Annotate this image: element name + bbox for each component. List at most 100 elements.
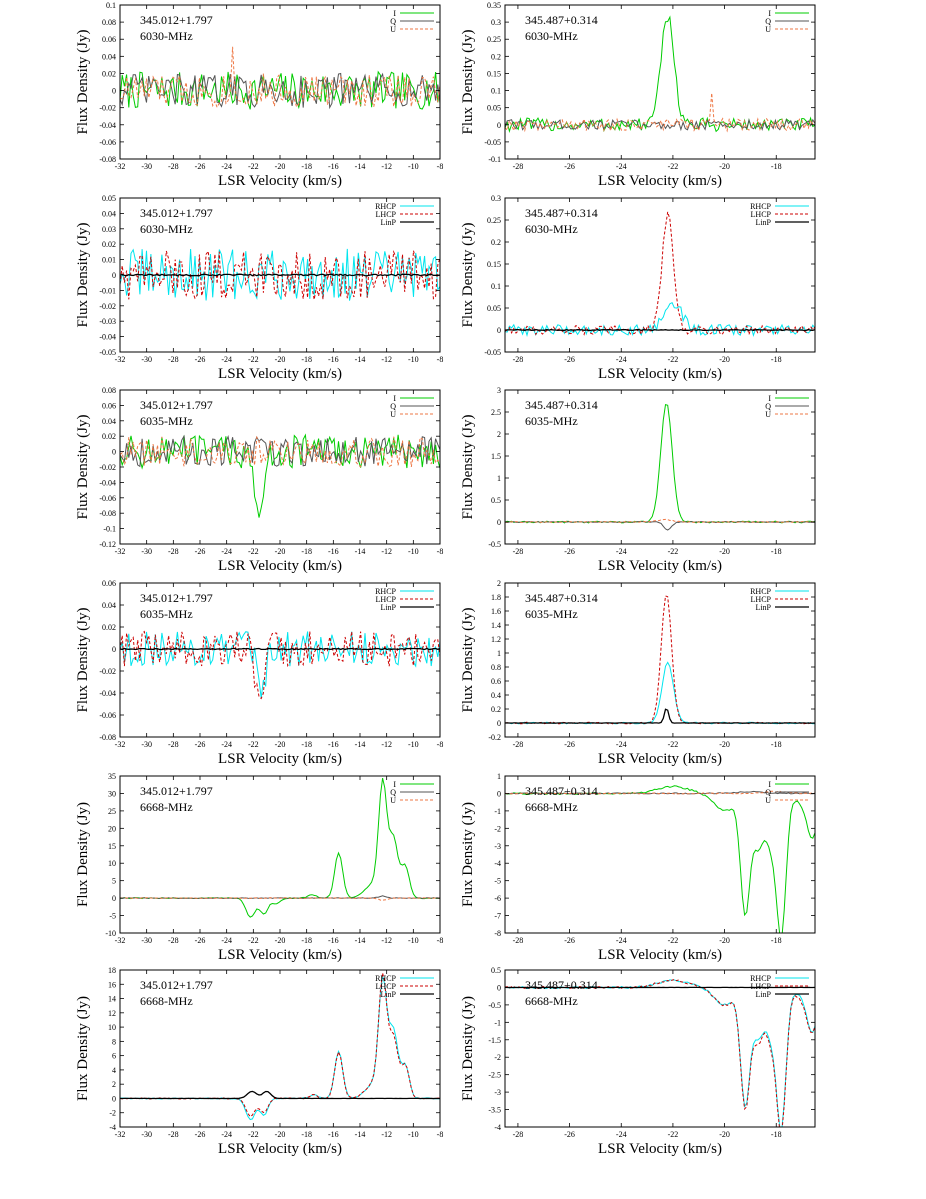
y-tick-label: -1: [494, 1018, 501, 1027]
y-tick-label: 0: [497, 719, 501, 728]
x-tick-label: -16: [328, 355, 339, 364]
x-tick-label: -16: [328, 1130, 339, 1139]
y-tick-label: -0.06: [99, 494, 116, 503]
x-tick-label: -26: [564, 162, 575, 171]
series-line-lhcp: [505, 595, 815, 725]
legend-label-i: I: [768, 9, 771, 18]
legend-label-lhcp: LHCP: [376, 210, 397, 219]
x-tick-label: -14: [355, 547, 366, 556]
y-tick-label: 0.04: [102, 417, 116, 426]
y-tick-label: 3: [497, 386, 501, 395]
chart-panel-10: -28 -26 -24 -22 -20 -18 -8 -7 -6 -5 -4 -3 -2 -1 0 1 LSR …: [460, 772, 816, 963]
y-tick-label: -8: [494, 929, 501, 938]
x-tick-label: -22: [668, 547, 679, 556]
y-tick-label: 0: [497, 518, 501, 527]
frequency-label: 6668-MHz: [140, 800, 193, 814]
series-line-u: [120, 897, 440, 901]
x-tick-label: -22: [668, 162, 679, 171]
x-tick-label: -18: [771, 740, 782, 749]
chart-panel-1: -32 -30 -28 -26 -24 -22 -20 -18 -16 -14 -12 -10 -8 -0…: [75, 1, 443, 189]
x-axis-label: LSR Velocity (km/s): [598, 751, 722, 767]
x-tick-label: -24: [616, 355, 627, 364]
y-tick-label: -6: [494, 894, 501, 903]
x-axis-label: LSR Velocity (km/s): [598, 558, 722, 574]
y-tick-label: 0.25: [487, 35, 501, 44]
x-tick-label: -18: [771, 547, 782, 556]
source-label: 345.012+1.797: [140, 784, 213, 798]
x-tick-label: -14: [355, 1130, 366, 1139]
y-tick-label: 0.2: [491, 705, 501, 714]
y-tick-label: -0.01: [99, 286, 116, 295]
y-tick-label: 0: [112, 894, 116, 903]
y-tick-label: 0: [112, 645, 116, 654]
x-tick-label: -26: [564, 355, 575, 364]
x-tick-label: -18: [771, 1130, 782, 1139]
legend-label-q: Q: [390, 788, 396, 797]
legend-label-u: U: [390, 410, 396, 419]
y-tick-label: 1.5: [491, 452, 501, 461]
series-line-rhcp: [120, 248, 440, 301]
source-label: 345.487+0.314: [525, 591, 598, 605]
legend-label-i: I: [393, 9, 396, 18]
source-label: 345.487+0.314: [525, 978, 598, 992]
plot-area: [120, 46, 440, 110]
plot-area: [120, 248, 440, 301]
x-tick-label: -10: [408, 936, 419, 945]
y-tick-label: 0.05: [487, 104, 501, 113]
legend-label-q: Q: [390, 402, 396, 411]
legend-label-u: U: [390, 796, 396, 805]
x-tick-label: -28: [168, 1130, 179, 1139]
x-tick-label: -26: [195, 740, 206, 749]
x-tick-label: -28: [513, 740, 524, 749]
series-line-u: [505, 93, 815, 133]
y-tick-label: -0.05: [99, 348, 116, 357]
y-tick-label: 0.01: [102, 256, 116, 265]
y-tick-label: 25: [108, 807, 116, 816]
y-tick-label: 2: [497, 430, 501, 439]
y-tick-label: -0.12: [99, 540, 116, 549]
x-tick-label: -12: [381, 936, 392, 945]
y-tick-label: 0.2: [491, 238, 501, 247]
frequency-label: 6030-MHz: [525, 222, 578, 236]
series-line-q: [120, 434, 440, 468]
y-axis-label: Flux Density (Jy): [75, 414, 91, 519]
series-line-linp: [120, 273, 440, 277]
legend-label-i: I: [768, 394, 771, 403]
x-tick-label: -8: [437, 355, 444, 364]
source-label: 345.012+1.797: [140, 978, 213, 992]
y-tick-label: 0.1: [106, 1, 116, 10]
y-tick-label: -3: [494, 842, 501, 851]
x-tick-label: -32: [115, 162, 126, 171]
x-tick-label: -26: [564, 740, 575, 749]
x-tick-label: -24: [616, 162, 627, 171]
y-tick-label: -0.04: [99, 121, 116, 130]
y-tick-label: -5: [109, 912, 116, 921]
legend-label-rhcp: RHCP: [750, 974, 771, 983]
x-axis-label: LSR Velocity (km/s): [598, 947, 722, 963]
y-tick-label: 0.08: [102, 386, 116, 395]
source-label: 345.012+1.797: [140, 591, 213, 605]
legend-label-lhcp: LHCP: [751, 210, 772, 219]
legend-label-q: Q: [765, 402, 771, 411]
y-tick-label: 0.06: [102, 579, 116, 588]
y-tick-label: 1.4: [491, 621, 501, 630]
y-tick-label: 20: [108, 824, 116, 833]
x-tick-label: -32: [115, 355, 126, 364]
y-tick-label: 4: [112, 1066, 116, 1075]
y-tick-label: -0.02: [99, 667, 116, 676]
y-tick-label: 30: [108, 789, 116, 798]
x-tick-label: -26: [195, 355, 206, 364]
legend-label-i: I: [393, 394, 396, 403]
y-tick-label: 2: [112, 1080, 116, 1089]
y-tick-label: 0: [112, 1094, 116, 1103]
x-tick-label: -26: [564, 1130, 575, 1139]
y-tick-label: -2: [494, 824, 501, 833]
x-tick-label: -22: [248, 740, 259, 749]
y-tick-label: 0.25: [487, 216, 501, 225]
x-tick-label: -20: [719, 1130, 730, 1139]
y-tick-label: 0: [112, 271, 116, 280]
series-line-linp: [505, 328, 815, 332]
series-line-linp: [120, 1090, 440, 1100]
x-tick-label: -18: [301, 547, 312, 556]
